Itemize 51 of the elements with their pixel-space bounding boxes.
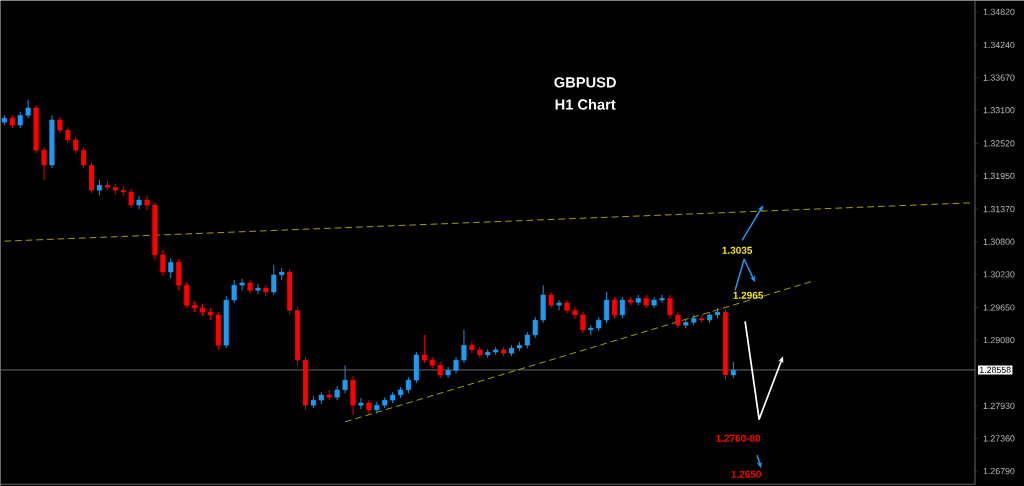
- y-tick-label: 1.34240: [983, 41, 1015, 49]
- candlestick: [358, 397, 364, 410]
- y-tick-label: 1.30800: [983, 238, 1015, 245]
- y-tick-label: 1.31370: [983, 205, 1015, 213]
- candlestick: [556, 299, 562, 311]
- candlestick: [603, 291, 610, 324]
- candlestick: [184, 281, 190, 309]
- candlestick: [271, 264, 277, 296]
- text: GBPUSD: [554, 77, 616, 88]
- y-tick-label: 1.34820: [983, 8, 1015, 15]
- y-tick-label: 1.33100: [983, 106, 1015, 114]
- candlestick: [128, 188, 134, 209]
- candlestick: [421, 334, 427, 364]
- y-tick-label: 1.32520: [983, 140, 1015, 147]
- candlestick: [667, 294, 673, 319]
- y-tick-label: 1.29650: [983, 304, 1015, 311]
- candlestick: [160, 249, 166, 277]
- candlestick: [41, 146, 47, 181]
- annotation: 1.2965: [733, 291, 764, 299]
- candlestick: [231, 279, 237, 304]
- candlestick: [611, 296, 618, 319]
- candlestick: [572, 306, 578, 319]
- candlestick: [469, 341, 475, 354]
- annotation: 1.3035: [722, 246, 753, 254]
- y-tick-label: 1.31950: [983, 172, 1015, 179]
- y-tick-label: 1.29080: [983, 336, 1015, 344]
- y-tick-label: 1.33670: [983, 74, 1015, 81]
- candlestick: [445, 366, 451, 379]
- candlestick: [263, 284, 269, 297]
- text: H1 Chart: [555, 98, 616, 110]
- candlestick: [239, 278, 245, 291]
- candlestick: [255, 283, 261, 295]
- y-tick-label: 1.27930: [983, 402, 1015, 409]
- y-tick-label: 1.30230: [983, 271, 1015, 278]
- candlestick: [619, 296, 625, 319]
- candlestick: [25, 99, 31, 119]
- annotation: 1.2760-80: [716, 434, 761, 442]
- candlestick: [342, 364, 348, 394]
- candlestick: [580, 311, 586, 334]
- y-tick-label: 1.27360: [983, 435, 1015, 442]
- annotation: 1.2650: [731, 470, 761, 478]
- candlestick: [176, 258, 182, 291]
- candlestick: [168, 257, 174, 279]
- candlestick: [136, 195, 142, 210]
- candlestick: [144, 194, 150, 211]
- candlestick: [81, 146, 87, 169]
- candlestick: [532, 316, 538, 339]
- candlestick: [659, 294, 665, 304]
- y-tick-label: 1.26790: [983, 467, 1015, 475]
- candlestick: [461, 329, 467, 364]
- ref-line-label: 1.28558: [979, 366, 1011, 373]
